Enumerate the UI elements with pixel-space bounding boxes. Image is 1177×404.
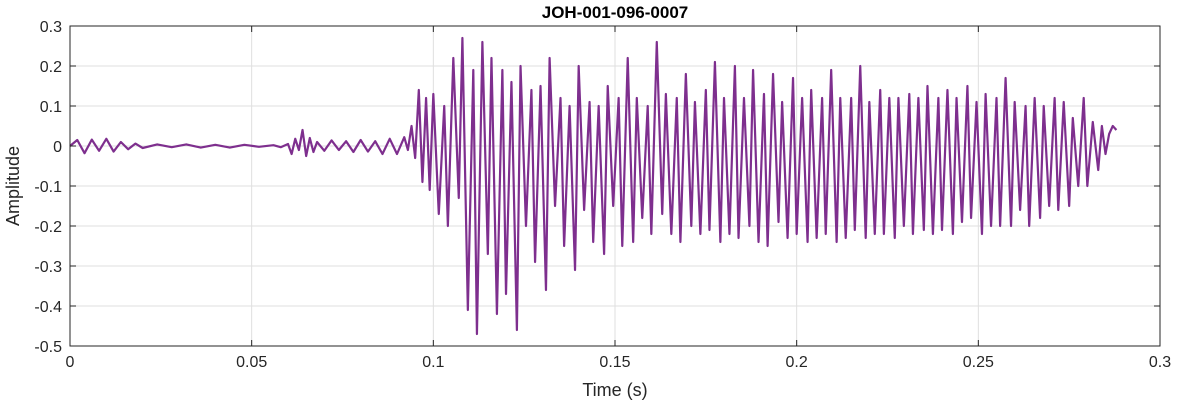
y-tick-labels: 0.3 0.2 0.1 0 -0.1 -0.2 -0.3 -0.4 -0.5 [34,19,62,356]
y-tick-label: -0.5 [34,339,62,356]
y-axis-label: Amplitude [3,146,23,226]
x-tick-label: 0 [66,354,75,371]
x-axis-label: Time (s) [582,380,647,400]
plot-area [69,36,1118,336]
y-tick-label: -0.2 [34,219,62,236]
x-tick-label: 0.05 [236,354,267,371]
x-tick-label: 0.15 [599,354,630,371]
x-tick-label: 0.25 [963,354,994,371]
y-tick-label: 0 [53,139,62,156]
y-tick-label: 0.1 [40,99,62,116]
x-tick-labels: 0 0.05 0.1 0.15 0.2 0.25 0.3 [66,354,1172,371]
x-tick-label: 0.1 [422,354,444,371]
chart-title: JOH-001-096-0007 [542,3,688,22]
x-tick-label: 0.3 [1149,354,1171,371]
y-tick-label: -0.3 [34,259,62,276]
y-tick-label: 0.2 [40,59,62,76]
tick-marks [69,25,1161,347]
y-tick-label: -0.1 [34,179,62,196]
y-tick-label: -0.4 [34,299,62,316]
waveform-line [69,36,1118,336]
x-tick-label: 0.2 [786,354,808,371]
y-tick-label: 0.3 [40,19,62,36]
